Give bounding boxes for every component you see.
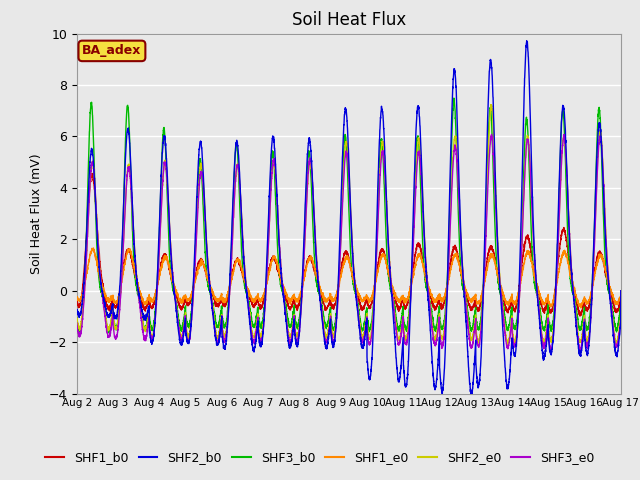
Legend: SHF1_b0, SHF2_b0, SHF3_b0, SHF1_e0, SHF2_e0, SHF3_e0: SHF1_b0, SHF2_b0, SHF3_b0, SHF1_e0, SHF2…: [40, 446, 600, 469]
Y-axis label: Soil Heat Flux (mV): Soil Heat Flux (mV): [30, 153, 43, 274]
Text: BA_adex: BA_adex: [82, 44, 141, 58]
Title: Soil Heat Flux: Soil Heat Flux: [292, 11, 406, 29]
